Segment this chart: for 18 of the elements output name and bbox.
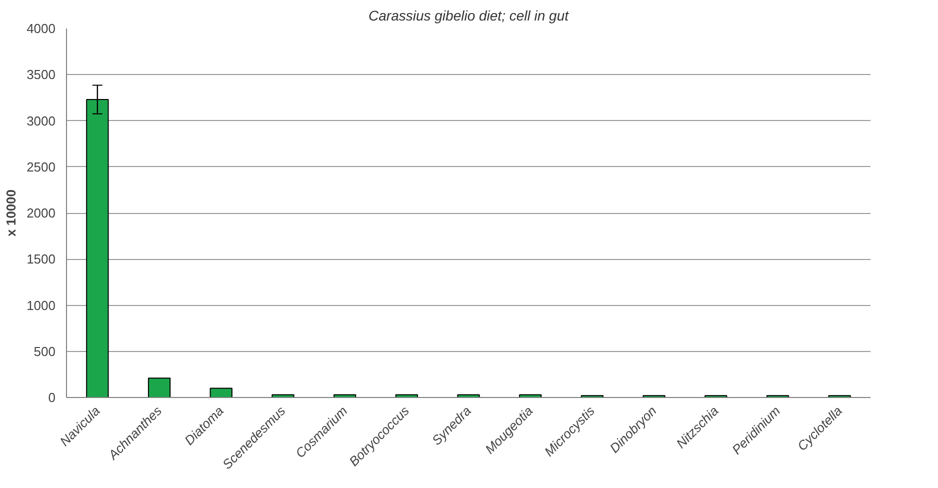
bar <box>519 394 542 398</box>
y-tick-label: 4000 <box>26 21 56 36</box>
y-tick-label: 2500 <box>26 159 56 174</box>
bar <box>148 378 171 398</box>
bar <box>395 394 418 398</box>
y-axis-title: x 10000 <box>4 189 19 236</box>
y-tick-label: 3500 <box>26 67 56 82</box>
y-tick-label: 1500 <box>26 252 56 267</box>
bar <box>333 394 356 398</box>
bar <box>210 388 232 398</box>
y-tick-label: 2000 <box>26 206 56 220</box>
chart-title: Carassius gibelio diet; cell in gut <box>368 8 570 24</box>
bar <box>457 394 480 398</box>
y-tick-label: 500 <box>34 344 56 359</box>
y-tick-label: 1000 <box>26 298 56 313</box>
y-tick-label: 0 <box>48 390 56 405</box>
y-tick-label: 3000 <box>26 113 56 128</box>
bar <box>272 394 294 398</box>
